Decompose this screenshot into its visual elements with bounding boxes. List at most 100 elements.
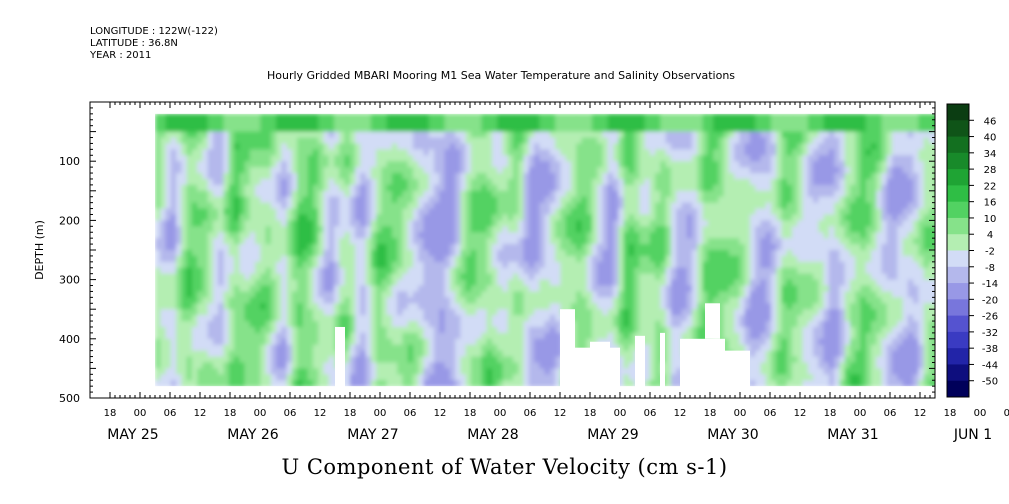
heatmap-cell: [376, 161, 383, 168]
heatmap-cell: [270, 190, 277, 198]
heatmap-cell: [692, 297, 699, 305]
heatmap-cell: [602, 255, 609, 263]
heatmap-cell: [434, 368, 441, 376]
heatmap-cell: [670, 326, 678, 334]
heatmap-cell: [244, 332, 251, 340]
heatmap-cell: [539, 190, 546, 198]
heatmap-cell: [233, 309, 241, 316]
heatmap-cell: [713, 184, 720, 192]
heatmap-cell: [465, 297, 472, 305]
heatmap-cell: [255, 285, 262, 293]
heatmap-cell: [233, 161, 241, 168]
heatmap-cell: [586, 119, 593, 127]
heatmap-cell: [176, 119, 183, 127]
heatmap-cell: [539, 173, 546, 180]
heatmap-cell: [212, 125, 219, 133]
heatmap-cell: [297, 255, 304, 263]
heatmap-cell: [513, 250, 520, 257]
heatmap-cell: [218, 208, 225, 216]
heatmap-cell: [265, 178, 272, 186]
heatmap-cell: [681, 155, 688, 162]
heatmap-cell: [423, 291, 430, 299]
heatmap-cell: [481, 214, 488, 222]
heatmap-cell: [707, 131, 714, 139]
heatmap-cell: [618, 167, 625, 174]
heatmap-cell: [281, 344, 288, 352]
heatmap-cell: [207, 250, 214, 257]
heatmap-cell: [497, 261, 504, 269]
heatmap-cell: [507, 273, 514, 281]
heatmap-cell: [155, 125, 162, 133]
heatmap-cell: [618, 303, 625, 310]
heatmap-cell: [418, 338, 425, 346]
heatmap-cell: [676, 214, 683, 222]
heatmap-cell: [460, 208, 467, 216]
heatmap-cell: [670, 119, 678, 127]
heatmap-cell: [344, 184, 351, 192]
heatmap-cell: [286, 155, 293, 162]
heatmap-cell: [228, 321, 235, 328]
heatmap-cell: [291, 279, 298, 287]
heatmap-cell: [586, 196, 593, 204]
heatmap-cell: [391, 137, 398, 145]
heatmap-cell: [397, 291, 404, 299]
heatmap-cell: [218, 309, 225, 316]
heatmap-cell: [591, 125, 599, 133]
heatmap-cell: [318, 255, 325, 263]
heatmap-cell: [376, 309, 383, 316]
heatmap-cell: [297, 167, 304, 174]
heatmap-cell: [365, 267, 372, 275]
heatmap-cell: [397, 255, 404, 263]
heatmap-cell: [386, 173, 393, 180]
heatmap-cell: [586, 173, 593, 180]
heatmap-cell: [718, 208, 725, 216]
heatmap-cell: [655, 315, 662, 322]
heatmap-cell: [291, 226, 298, 234]
heatmap-cell: [412, 214, 420, 222]
heatmap-cell: [681, 178, 688, 186]
heatmap-cell: [597, 326, 604, 334]
heatmap-cell: [265, 113, 272, 121]
heatmap-cell: [434, 220, 441, 228]
heatmap-cell: [344, 291, 351, 299]
heatmap-cell: [418, 184, 425, 192]
heatmap-cell: [697, 220, 704, 228]
heatmap-cell: [307, 267, 314, 275]
heatmap-cell: [602, 161, 609, 168]
heatmap-cell: [160, 380, 167, 387]
heatmap-cell: [407, 250, 414, 257]
heatmap-cell: [470, 232, 477, 239]
heatmap-cell: [423, 297, 430, 305]
heatmap-cell: [233, 244, 241, 251]
heatmap-cell: [176, 279, 183, 287]
heatmap-cell: [302, 279, 309, 287]
heatmap-cell: [365, 143, 372, 151]
heatmap-cell: [486, 220, 493, 228]
heatmap-cell: [412, 184, 420, 192]
heatmap-cell: [570, 202, 577, 210]
heatmap-cell: [476, 356, 483, 364]
heatmap-cell: [486, 155, 493, 162]
heatmap-cell: [618, 362, 625, 370]
heatmap-cell: [344, 131, 351, 139]
heatmap-cell: [702, 167, 709, 174]
heatmap-cell: [328, 119, 335, 127]
heatmap-cell: [655, 143, 662, 151]
heatmap-cell: [355, 255, 362, 263]
heatmap-cell: [323, 208, 330, 216]
heatmap-cell: [618, 309, 625, 316]
heatmap-cell: [318, 143, 325, 151]
heatmap-cell: [260, 220, 267, 228]
heatmap-cell: [412, 125, 420, 133]
heatmap-cell: [544, 131, 551, 139]
heatmap-cell: [323, 137, 330, 145]
heatmap-cell: [665, 137, 672, 145]
heatmap-cell: [523, 309, 530, 316]
heatmap-cell: [239, 338, 246, 346]
heatmap-cell: [602, 131, 609, 139]
heatmap-cell: [528, 190, 535, 198]
heatmap-cell: [444, 196, 451, 204]
heatmap-cell: [239, 143, 246, 151]
heatmap-cell: [455, 244, 462, 251]
heatmap-cell: [555, 226, 562, 234]
